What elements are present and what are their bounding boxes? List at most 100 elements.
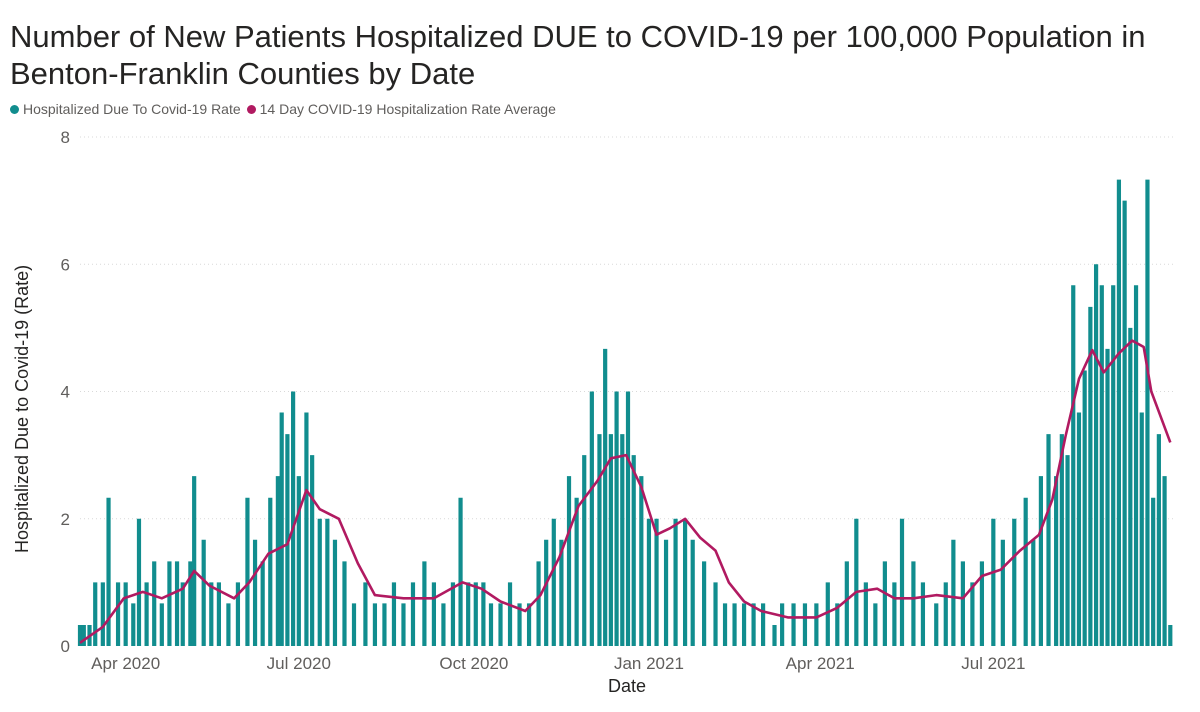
bar xyxy=(382,603,387,646)
bar xyxy=(431,582,437,646)
y-tick-label: 6 xyxy=(61,255,70,274)
x-tick-label: Apr 2020 xyxy=(91,654,160,673)
y-tick-label: 4 xyxy=(61,383,70,402)
bar xyxy=(911,561,916,646)
bar xyxy=(639,476,644,646)
bar xyxy=(608,434,613,646)
bar xyxy=(275,476,280,646)
bar xyxy=(625,391,631,646)
x-axis-label: Date xyxy=(607,676,647,696)
bar xyxy=(1000,539,1005,646)
bar xyxy=(159,603,164,646)
bar xyxy=(466,582,471,646)
bar xyxy=(410,582,416,646)
bar xyxy=(732,603,737,646)
bar xyxy=(1111,285,1116,646)
bar xyxy=(589,391,594,646)
bar xyxy=(614,391,619,646)
bar xyxy=(131,603,136,646)
legend-label-line: 14 Day COVID-19 Hospitalization Rate Ave… xyxy=(259,101,556,117)
bar xyxy=(332,539,338,646)
x-tick-label: Jul 2020 xyxy=(267,654,331,673)
bar xyxy=(291,391,296,646)
bar xyxy=(690,539,695,646)
bar xyxy=(1054,476,1059,646)
y-tick-label: 2 xyxy=(61,510,70,529)
bar xyxy=(372,603,378,646)
bar xyxy=(152,561,157,646)
bar xyxy=(188,561,193,646)
legend-marker-line xyxy=(246,104,256,114)
y-tick-label: 8 xyxy=(61,128,70,147)
bar xyxy=(317,518,322,646)
bar xyxy=(979,561,985,646)
x-tick-label: Jan 2021 xyxy=(614,654,684,673)
chart-legend: Hospitalized Due To Covid-19 Rate 14 Day… xyxy=(10,101,562,117)
chart-title: Number of New Patients Hospitalized DUE … xyxy=(10,19,1146,91)
legend-item-bar[interactable]: Hospitalized Due To Covid-19 Rate xyxy=(10,101,241,117)
bar xyxy=(401,603,406,646)
bar xyxy=(559,539,564,646)
bar xyxy=(268,497,273,646)
bar xyxy=(603,348,608,646)
x-tick-label: Oct 2020 xyxy=(439,654,508,673)
bar xyxy=(144,582,149,646)
bar xyxy=(663,539,669,646)
bar xyxy=(167,561,172,646)
bar xyxy=(507,582,513,646)
bar xyxy=(582,455,587,646)
bar xyxy=(991,518,996,646)
bar xyxy=(517,603,522,646)
bar xyxy=(481,582,486,646)
bar xyxy=(751,603,756,646)
bar xyxy=(620,434,625,646)
bar xyxy=(351,603,357,646)
bar xyxy=(260,561,265,646)
bar xyxy=(791,603,796,646)
bar xyxy=(536,561,541,646)
bar xyxy=(702,561,707,646)
bar xyxy=(646,518,652,646)
bar xyxy=(1071,285,1076,646)
bar xyxy=(761,603,766,646)
bar xyxy=(970,582,975,646)
bar xyxy=(310,455,315,646)
bar xyxy=(363,582,368,646)
bar xyxy=(391,582,397,646)
bar xyxy=(574,497,579,646)
bar xyxy=(304,412,309,646)
bar xyxy=(544,539,549,646)
bar xyxy=(934,603,939,646)
bar xyxy=(1082,370,1087,646)
bar xyxy=(920,582,926,646)
bar xyxy=(772,625,777,646)
bar xyxy=(943,582,948,646)
bar xyxy=(899,518,905,646)
bar xyxy=(1059,434,1064,646)
bar xyxy=(216,582,221,646)
bar xyxy=(526,603,532,646)
bar xyxy=(960,561,965,646)
x-tick-label: Apr 2021 xyxy=(786,654,855,673)
bar xyxy=(1151,497,1156,646)
bar xyxy=(123,582,128,646)
bar xyxy=(77,625,83,646)
bar xyxy=(1076,412,1082,646)
bar xyxy=(1023,497,1028,646)
bar xyxy=(1105,348,1110,646)
bar xyxy=(498,603,503,646)
bar xyxy=(951,539,956,646)
bar xyxy=(325,518,330,646)
bar xyxy=(81,625,86,646)
bar xyxy=(252,539,258,646)
bar xyxy=(1116,179,1122,646)
bar xyxy=(892,582,897,646)
bar xyxy=(802,603,808,646)
bar xyxy=(422,561,427,646)
bar xyxy=(631,455,636,646)
bar xyxy=(245,497,250,646)
legend-label-bar: Hospitalized Due To Covid-19 Rate xyxy=(23,101,241,117)
legend-item-line[interactable]: 14 Day COVID-19 Hospitalization Rate Ave… xyxy=(246,101,556,117)
bar xyxy=(201,539,206,646)
bar xyxy=(722,603,728,646)
